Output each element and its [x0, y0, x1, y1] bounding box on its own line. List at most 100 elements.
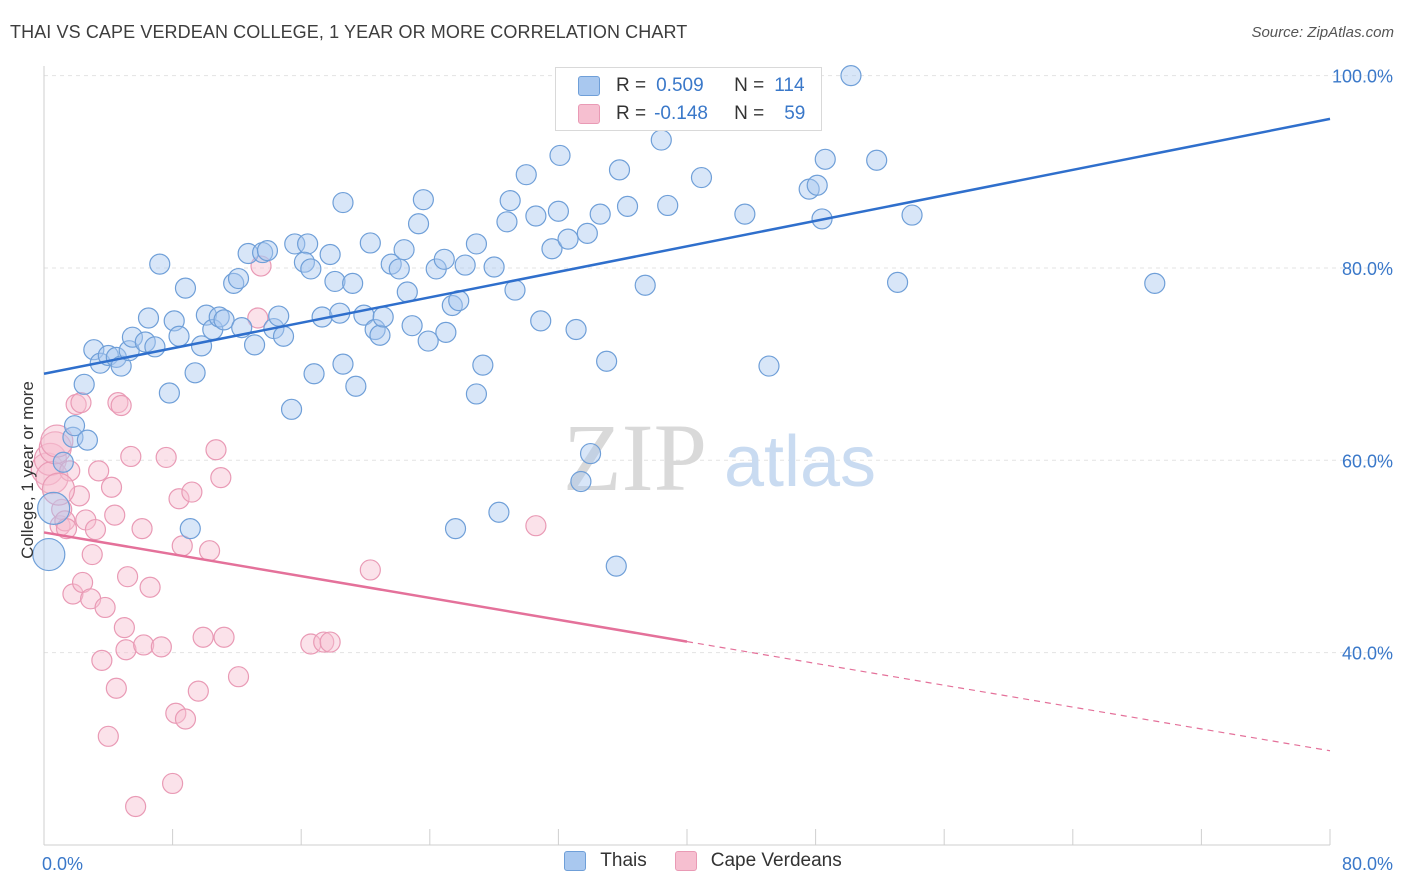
cape-verdean-point	[139, 576, 161, 598]
thai-point	[332, 191, 354, 214]
cape-verdean-point	[192, 626, 214, 648]
cape-verdean-point	[115, 639, 137, 661]
tick-labels: 40.0% 60.0% 80.0% 100.0% 0.0% 80.0%	[42, 67, 1393, 874]
thai-point	[412, 189, 434, 211]
thai-point	[174, 277, 197, 299]
cape-verdean-point	[120, 445, 142, 468]
thai-point	[608, 159, 631, 181]
cape-verdean-point	[41, 472, 76, 506]
cape-verdean-point	[100, 476, 123, 498]
thai-trend-line	[43, 117, 1331, 375]
cape-verdean-point	[104, 504, 126, 526]
legend-swatch-cape-verdeans	[578, 104, 600, 124]
cape-verdean-point	[247, 307, 269, 329]
y-axis-label: College, 1 year or more	[18, 381, 37, 559]
trend-layer	[43, 117, 1331, 752]
legend-r-value: -0.148	[654, 103, 708, 124]
thai-point	[886, 271, 909, 293]
cape-verdean-point	[97, 725, 119, 747]
cape-verdean-point	[198, 540, 221, 562]
cape-verdean-point	[81, 543, 103, 566]
legend-r-value: 0.509	[656, 75, 704, 96]
legend-swatch-thais	[564, 851, 587, 871]
y-tick-label: 80.0%	[1342, 259, 1393, 279]
cape-verdean-point	[131, 517, 153, 540]
thai-point	[589, 203, 611, 225]
cape-verdean-point	[54, 510, 76, 532]
thai-point	[332, 353, 354, 375]
thai-point	[576, 222, 598, 244]
thai-point	[297, 233, 319, 255]
thai-point	[734, 203, 756, 225]
thai-point	[319, 243, 341, 266]
cape-verdean-point	[94, 596, 116, 619]
cape-verdean-point	[210, 467, 232, 489]
thai-point	[496, 211, 518, 233]
thai-point	[372, 306, 394, 328]
thai-point	[465, 383, 488, 405]
legend-n-value: 114	[774, 75, 805, 96]
thai-point	[407, 213, 430, 235]
thai-point	[465, 233, 488, 255]
y-tick-label: 100.0%	[1332, 67, 1393, 87]
thai-point	[444, 517, 467, 540]
cape-verdean-trend-line	[43, 531, 688, 643]
thai-point	[547, 200, 570, 222]
thai-point	[806, 174, 828, 196]
cape-verdean-point	[213, 626, 235, 648]
thai-point	[134, 331, 156, 353]
legend-n-value: 59	[784, 103, 806, 124]
watermark-zip: ZIP	[563, 404, 707, 511]
thai-point	[158, 382, 180, 404]
y-tick-label: 60.0%	[1342, 451, 1393, 471]
source-label: Source: ZipAtlas.com	[1251, 24, 1394, 41]
cape-verdean-point	[181, 481, 203, 503]
thai-point	[866, 149, 888, 171]
thai-point	[758, 355, 780, 377]
cape-verdean-point	[70, 392, 92, 414]
thai-point	[690, 166, 713, 189]
legend-label-thais: Thais	[600, 850, 647, 871]
legend-n-label: N =	[734, 75, 765, 96]
legend-r-label: R =	[616, 75, 647, 96]
cape-verdean-point	[125, 795, 147, 818]
thai-point	[417, 330, 439, 352]
x-tick-label: 0.0%	[42, 854, 83, 874]
thai-point	[227, 267, 250, 290]
chart-title: THAI VS CAPE VERDEAN COLLEGE, 1 YEAR OR …	[10, 22, 688, 42]
thai-point	[605, 555, 627, 577]
thai-point	[76, 429, 99, 451]
thai-point	[213, 309, 235, 331]
watermark: ZIP atlas	[563, 404, 876, 511]
thai-point	[616, 195, 639, 218]
cape-verdean-point	[227, 666, 250, 688]
thai-point	[525, 205, 547, 227]
thai-point	[657, 194, 679, 217]
thai-point	[324, 270, 346, 293]
thai-point	[342, 272, 364, 294]
thai-point	[433, 248, 455, 270]
legend-n-label: N =	[734, 103, 765, 124]
thai-point	[515, 164, 537, 186]
thai-point	[530, 310, 552, 332]
thai-point	[256, 240, 279, 262]
legend-swatch-thais	[578, 76, 600, 96]
thai-point	[303, 363, 325, 385]
thai-point	[541, 238, 563, 260]
legend-r-label: R =	[616, 103, 647, 124]
thai-point	[268, 305, 290, 327]
cape-verdean-point	[319, 631, 341, 653]
thai-point	[557, 228, 579, 250]
legend-row-cape-verdeans: R = -0.148 N = 59	[556, 101, 805, 127]
thai-point	[579, 442, 602, 465]
thai-point	[549, 144, 571, 167]
legend-item-cape-verdeans: Cape Verdeans	[674, 850, 842, 872]
cape-verdean-point	[162, 772, 184, 795]
thai-point	[472, 354, 494, 376]
legend-item-thais: Thais	[564, 850, 647, 872]
cape-verdean-point	[110, 394, 132, 417]
cape-verdean-point	[107, 392, 129, 414]
thai-point	[73, 373, 95, 395]
thai-point	[168, 325, 190, 347]
